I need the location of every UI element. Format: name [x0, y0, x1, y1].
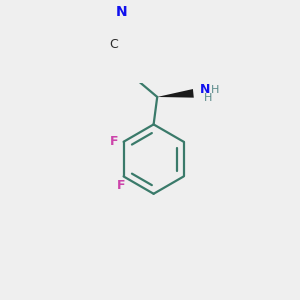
Text: N: N: [200, 83, 210, 96]
Text: F: F: [116, 179, 125, 192]
Text: F: F: [110, 134, 118, 148]
Text: C: C: [110, 38, 118, 51]
Text: H: H: [211, 85, 219, 95]
Text: N: N: [115, 5, 127, 19]
Polygon shape: [157, 89, 194, 98]
Text: H: H: [204, 93, 212, 103]
